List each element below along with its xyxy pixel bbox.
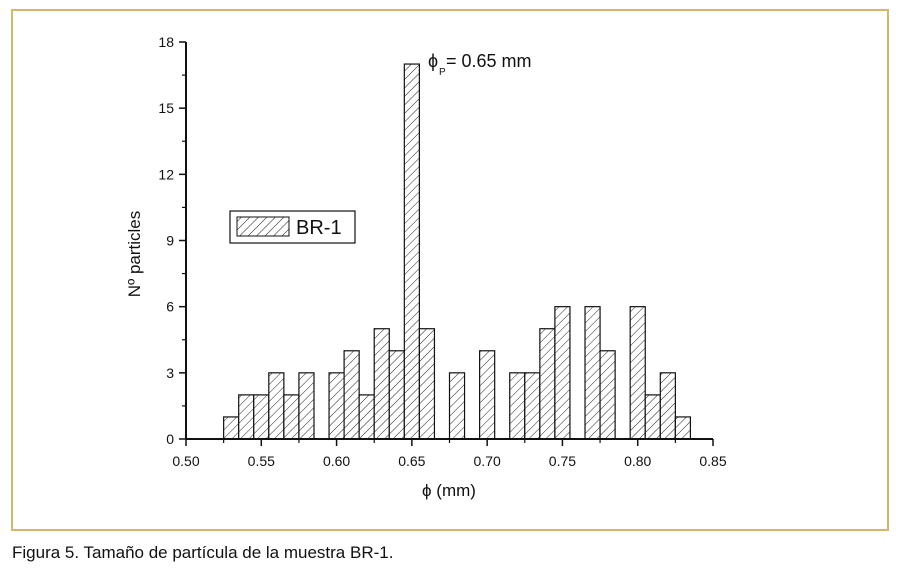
x-tick-label: 0.80 xyxy=(624,453,651,469)
legend-swatch xyxy=(236,216,290,237)
histogram-bar xyxy=(343,350,360,440)
annotation-symbol: ϕ xyxy=(428,51,438,71)
annotation-text: = 0.65 mm xyxy=(446,51,532,71)
annotation-subscript: P xyxy=(439,67,446,78)
legend: BR-1 xyxy=(229,210,356,244)
histogram-bar xyxy=(373,328,390,440)
histogram-bar xyxy=(328,372,345,440)
histogram-bar xyxy=(283,394,300,440)
histogram-bar xyxy=(644,394,661,440)
y-tick-label: 0 xyxy=(166,431,174,447)
histogram-bar xyxy=(629,306,646,440)
y-tick-label: 15 xyxy=(158,100,174,116)
y-tick-label: 12 xyxy=(158,166,174,182)
histogram-bar xyxy=(268,372,285,440)
x-tick-label: 0.75 xyxy=(549,453,576,469)
histogram-bar xyxy=(659,372,676,440)
x-tick-label: 0.60 xyxy=(323,453,350,469)
histogram-bar xyxy=(539,328,556,440)
histogram-bar xyxy=(509,372,526,440)
x-tick-label: 0.50 xyxy=(172,453,199,469)
y-tick-label: 3 xyxy=(166,365,174,381)
histogram-bar xyxy=(253,394,270,440)
x-tick-label: 0.85 xyxy=(699,453,726,469)
y-tick-label: 6 xyxy=(166,299,174,315)
histogram-bar xyxy=(388,350,405,440)
histogram-bar xyxy=(524,372,541,440)
y-tick-label: 9 xyxy=(166,233,174,249)
histogram-bar xyxy=(674,416,692,440)
x-axis-label: ϕ (mm) xyxy=(422,481,476,500)
y-axis-label: Nº particles xyxy=(125,211,144,298)
histogram-bar xyxy=(554,306,571,440)
x-tick-label: 0.55 xyxy=(248,453,275,469)
histogram-bar xyxy=(584,306,601,440)
x-tick-label: 0.65 xyxy=(398,453,425,469)
histogram-bar xyxy=(298,372,315,440)
y-tick-label: 18 xyxy=(158,34,174,50)
histogram-bar xyxy=(358,394,375,440)
histogram-bar xyxy=(448,372,466,440)
histogram-bar xyxy=(599,350,616,440)
x-tick-label: 0.70 xyxy=(474,453,501,469)
figure-caption: Figura 5. Tamaño de partícula de la mues… xyxy=(12,543,394,562)
legend-label: BR-1 xyxy=(296,217,342,239)
figure-frame xyxy=(11,9,889,531)
histogram-bar xyxy=(403,63,420,440)
histogram-bar xyxy=(238,394,255,440)
histogram-bar xyxy=(223,416,240,440)
peak-annotation: ϕ P = 0.65 mm xyxy=(428,51,532,78)
histogram-bar xyxy=(479,350,496,440)
histogram-bar xyxy=(418,328,436,440)
